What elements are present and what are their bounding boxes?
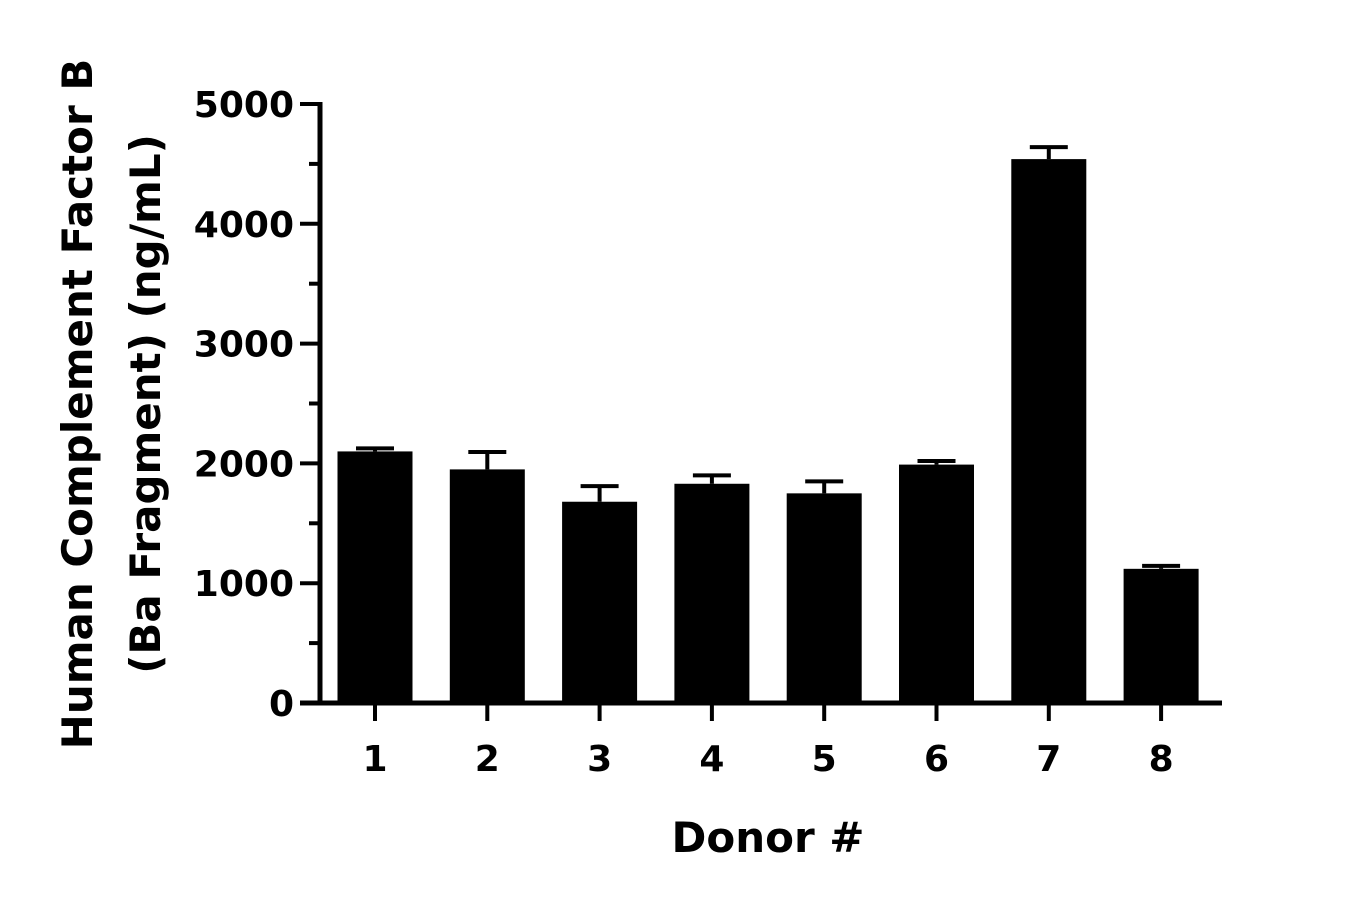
x-tick-label: 7 bbox=[1036, 739, 1061, 780]
bar-donor-2 bbox=[449, 469, 525, 703]
x-axis-title: Donor # bbox=[672, 813, 865, 862]
y-tick-label: 4000 bbox=[194, 205, 294, 246]
y-tick-label: 2000 bbox=[194, 444, 294, 485]
y-axis: 0 1000 2000 3000 4000 5000 bbox=[194, 85, 323, 725]
bar-donor-8 bbox=[1123, 568, 1199, 703]
y-axis-title-line-1: Human Complement Factor B bbox=[53, 59, 102, 750]
y-tick-label: 5000 bbox=[194, 85, 294, 126]
error-bars bbox=[356, 145, 1181, 569]
x-tick-label: 6 bbox=[924, 739, 949, 780]
y-axis-title-line-2: (Ba Fragment) (ng/mL) bbox=[121, 134, 170, 674]
x-tick-label: 2 bbox=[475, 739, 500, 780]
bar-donor-1 bbox=[337, 451, 413, 703]
y-tick-label: 0 bbox=[269, 684, 294, 725]
bars bbox=[337, 159, 1199, 703]
x-tick-label: 1 bbox=[362, 739, 387, 780]
x-axis: 1 2 3 4 5 6 7 8 bbox=[300, 700, 1222, 780]
y-tick-label: 1000 bbox=[194, 564, 294, 605]
x-tick-label: 5 bbox=[812, 739, 837, 780]
x-tick-label: 3 bbox=[587, 739, 612, 780]
y-axis-title: Human Complement Factor B (Ba Fragment) … bbox=[53, 59, 170, 750]
bar-donor-4 bbox=[674, 483, 750, 703]
y-tick-label: 3000 bbox=[194, 325, 294, 366]
bar-donor-3 bbox=[562, 501, 638, 703]
x-tick-label: 8 bbox=[1149, 739, 1174, 780]
bar-donor-6 bbox=[899, 464, 974, 703]
bar-donor-5 bbox=[786, 493, 862, 703]
x-tick-label: 4 bbox=[699, 739, 724, 780]
bar-donor-7 bbox=[1011, 159, 1087, 703]
